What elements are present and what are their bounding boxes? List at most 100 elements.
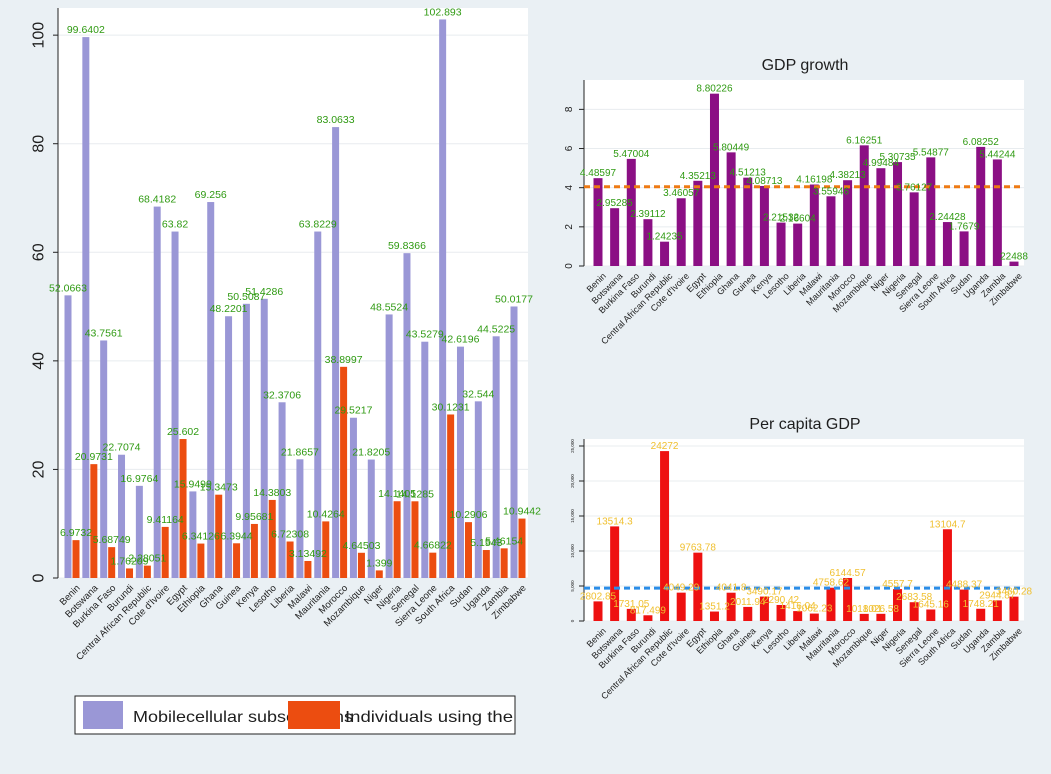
bar	[626, 608, 636, 621]
y-tick-label: 25,000	[570, 439, 575, 453]
value-label: 3480.28	[996, 587, 1033, 598]
value-label: 1748.21	[963, 599, 1000, 610]
value-label: 4488.37	[946, 580, 983, 591]
value-label: 1416.04	[780, 601, 817, 612]
bar	[992, 600, 1002, 621]
value-label: 9.95681	[235, 511, 273, 523]
bar	[743, 606, 753, 621]
bar	[843, 577, 853, 621]
bar	[189, 491, 197, 578]
value-label: 1026.58	[863, 604, 900, 615]
value-label: 63.82	[162, 219, 188, 231]
bar	[207, 202, 215, 578]
value-label: 102.893	[424, 6, 462, 18]
bar	[859, 145, 869, 266]
bar	[676, 198, 686, 266]
bar	[776, 604, 786, 621]
bar	[893, 162, 903, 266]
bar	[161, 526, 169, 578]
value-label: 16.9764	[120, 473, 158, 485]
bar	[909, 192, 919, 266]
bar	[349, 417, 357, 578]
value-label: 32.544	[462, 388, 494, 400]
bar	[82, 37, 90, 578]
bar	[643, 615, 653, 621]
value-label: 4.51213	[730, 168, 767, 179]
value-label: 6.3944	[220, 530, 252, 542]
value-label: 2290.42	[763, 595, 800, 606]
value-label: 2011.94	[730, 597, 766, 608]
value-label: 10.2906	[449, 509, 487, 521]
value-label: 10.4264	[307, 508, 345, 520]
bar	[976, 608, 986, 621]
bar	[726, 592, 736, 621]
bar	[340, 366, 348, 578]
value-label: 52.0663	[49, 282, 87, 294]
bar	[357, 552, 365, 578]
value-label: 6.9732	[60, 527, 92, 539]
value-label: 5.54877	[913, 147, 950, 158]
value-label: 48.2201	[210, 303, 248, 315]
bar	[179, 439, 187, 578]
y-tick-label: 80	[31, 135, 48, 153]
bar	[447, 414, 455, 578]
value-label: 51.4286	[245, 286, 283, 298]
value-label: 68.4182	[138, 194, 176, 206]
bar	[72, 540, 80, 578]
value-label: 2944.87	[979, 590, 1016, 601]
value-label: 4.35213	[680, 171, 717, 182]
value-label: 32.3706	[263, 389, 301, 401]
bar	[268, 499, 276, 578]
value-label: 2.21532	[763, 213, 800, 224]
bar	[942, 222, 952, 266]
bar	[482, 550, 490, 578]
value-label: 59.8366	[388, 240, 426, 252]
value-label: 6.34126	[182, 531, 220, 543]
value-label: 83.0633	[317, 114, 355, 126]
value-label: 1731.05	[613, 599, 650, 610]
bar	[759, 185, 769, 266]
value-label: 50.5087	[227, 291, 265, 303]
bar	[959, 589, 969, 621]
y-tick-label: 100	[31, 22, 48, 49]
bar	[876, 613, 886, 621]
bar	[367, 459, 375, 578]
value-label: 10.9442	[503, 506, 541, 518]
value-label: 3490.17	[746, 587, 783, 598]
value-label: 1.7679	[949, 221, 980, 232]
value-label: 1.76209	[111, 555, 149, 567]
y-tick-label: 5,000	[570, 580, 575, 592]
bar	[439, 19, 447, 579]
value-label: 4.48597	[580, 168, 617, 179]
value-label: 29.5217	[334, 405, 372, 417]
y-tick-label: 15,000	[570, 509, 575, 523]
bar	[500, 548, 508, 578]
bar	[709, 93, 719, 267]
value-label: 3.55946	[813, 186, 850, 197]
value-label: 5.44244	[979, 149, 1016, 160]
value-label: 3.46057	[663, 188, 700, 199]
bar	[171, 231, 179, 578]
value-label: 22488	[1000, 252, 1028, 263]
bar	[393, 501, 401, 578]
bar	[809, 184, 819, 266]
y-tick-label: 20,000	[570, 474, 575, 488]
chart-3-title: Per capita GDP	[749, 416, 860, 433]
bar	[693, 180, 703, 266]
value-label: 6.16251	[846, 135, 883, 146]
value-label: 50.0177	[495, 293, 533, 305]
y-tick-label: 8	[564, 106, 575, 112]
value-label: 42.6196	[441, 334, 479, 346]
bar	[118, 454, 126, 578]
bar	[304, 560, 312, 578]
value-label: 6144.57	[830, 568, 867, 579]
value-label: 2683.58	[896, 592, 933, 603]
bar	[375, 570, 383, 578]
value-label: 2.28051	[128, 553, 166, 565]
value-label: 13514.3	[597, 516, 634, 527]
bar	[743, 177, 753, 266]
bar	[135, 485, 143, 578]
value-label: 4.16198	[796, 175, 833, 186]
bar	[793, 223, 803, 266]
bar	[759, 596, 769, 621]
